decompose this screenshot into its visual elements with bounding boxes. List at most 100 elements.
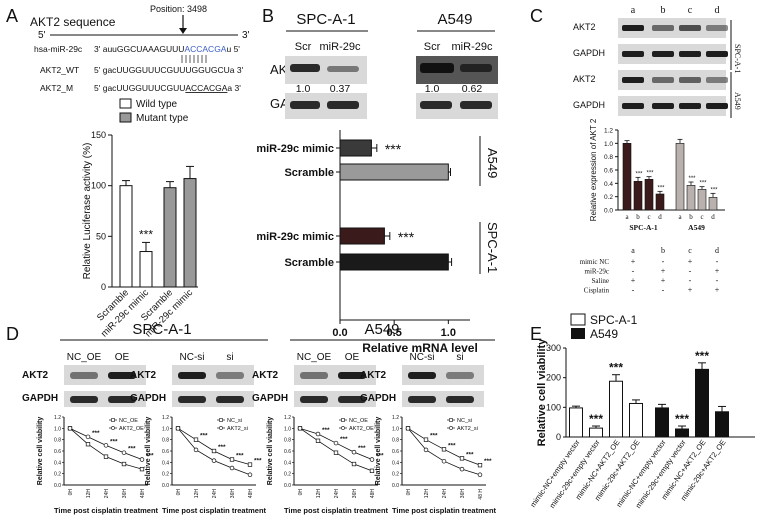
d-blot-band	[446, 372, 474, 379]
d-y-tick-label: 0.4	[284, 460, 291, 466]
c-table-cell: +	[661, 267, 666, 276]
svg-text:AKT2_M: AKT2_M	[40, 83, 73, 93]
e-bar	[589, 427, 603, 438]
c-x-tick-label: b	[689, 213, 693, 221]
d-blot-band	[178, 372, 206, 379]
d-akt2-label: AKT2	[22, 370, 49, 381]
c-significance: ***	[688, 176, 696, 182]
c-group-label: SPC-A-1	[629, 223, 658, 232]
d-legend-label: NC_OE	[349, 418, 368, 424]
c-blot-band	[652, 25, 674, 31]
c-significance: ***	[646, 171, 654, 177]
d-x-tick-label: 0H	[298, 489, 304, 496]
wt-row: AKT2_WT 5' gacUUGGUUUCGUUUGGUGCUa 3'	[40, 65, 244, 75]
d-point	[229, 457, 235, 462]
c-table-cell: +	[688, 286, 693, 295]
d-y-tick-label: 0.6	[392, 449, 399, 455]
c-bar	[644, 179, 654, 211]
c-group-label: A549	[688, 223, 705, 232]
d-x-tick-label: 24H	[104, 489, 110, 499]
d-x-tick-label: 12H	[86, 489, 92, 499]
c-blot-band	[622, 25, 644, 31]
c-table-cell: +	[661, 276, 666, 285]
svg-text:3' auuGGCUAAAGUUUACCACGAu 5': 3' auuGGCUAAAGUUUACCACGAu 5'	[94, 44, 240, 54]
d-point	[333, 450, 339, 455]
b-bar	[339, 227, 385, 245]
b-lane-mir-1: miR-29c	[320, 41, 361, 53]
d-blot-strip	[294, 365, 376, 385]
d-significance: ***	[110, 438, 118, 445]
c-table-cell: +	[688, 257, 693, 266]
svg-text:SPC-A-1: SPC-A-1	[590, 313, 638, 327]
c-blot-band	[622, 51, 644, 57]
d-y-tick-label: 0.6	[54, 449, 61, 455]
e-significance: ***	[589, 412, 603, 426]
d-lane-label: OE	[115, 352, 130, 363]
d-point	[85, 434, 91, 440]
d-significance: ***	[430, 433, 438, 440]
b-y-tick-label: miR-29c mimic	[256, 231, 334, 243]
sequence-title: AKT2 sequence	[30, 15, 116, 29]
d-y-tick-label: 1.2	[162, 415, 169, 421]
d-blot-band	[108, 396, 136, 403]
d-legend-marker	[219, 426, 223, 430]
c-lane-letter: a	[631, 5, 636, 16]
d-legend-label: NC_OE	[119, 418, 138, 424]
panel-letter-a: A	[6, 6, 18, 26]
b-x-tick-label: 0.5	[387, 327, 402, 339]
d-point	[211, 458, 217, 463]
c-table-cell: -	[662, 257, 665, 266]
c-significance: ***	[699, 181, 707, 187]
d-y-tick-label: 1.2	[392, 415, 399, 421]
b-quant-4: 0.62	[462, 83, 483, 95]
c-bar	[655, 193, 665, 211]
a-y-tick-label: 50	[96, 231, 106, 241]
d-significance: ***	[358, 445, 366, 452]
d-point	[315, 431, 321, 437]
svg-text:5' gacUUGGUUUCGUUACCACGAa 3': 5' gacUUGGUUUCGUUACCACGAa 3'	[94, 83, 241, 93]
c-blot-band	[679, 103, 701, 109]
five-prime: 5'	[38, 30, 46, 41]
c-blot-band	[706, 25, 728, 31]
d-legend-label: AKT2_si	[227, 426, 248, 432]
c-x-tick-label: d	[711, 213, 715, 221]
e-bar	[629, 402, 643, 438]
c-y-tick-label: 1.2	[604, 128, 613, 135]
d-gapdh-label: GAPDH	[360, 393, 396, 404]
d-x-tick-label: 48H	[140, 489, 146, 499]
d-point	[121, 450, 127, 455]
c-blot-label: GAPDH	[573, 100, 605, 110]
d-y-tick-label: 0.2	[284, 472, 291, 478]
d-blot-band	[300, 372, 328, 379]
c-table-cell: -	[632, 267, 635, 276]
c-blot-cell-2: A549	[733, 92, 742, 110]
c-table-cell: +	[631, 257, 636, 266]
d-point	[369, 468, 375, 473]
d-point	[315, 438, 321, 443]
c-blot-band	[679, 77, 701, 83]
e-significance: ***	[609, 361, 623, 375]
svg-text:Wild type: Wild type	[136, 99, 178, 110]
d-point	[459, 456, 465, 461]
d-blot-band	[108, 372, 136, 379]
c-blot-band	[622, 103, 644, 109]
d-gapdh-label: GAPDH	[130, 393, 166, 404]
panel-letter-e: E	[530, 324, 542, 344]
d-x-tick-label: 48H	[248, 489, 254, 499]
e-bar	[655, 407, 669, 438]
b-significance-1: ***	[385, 141, 402, 157]
d-significance: ***	[376, 453, 384, 460]
c-table-row-label: Cisplatin	[584, 287, 610, 295]
c-table-cell: -	[632, 286, 635, 295]
akt2-expression-chart: 0.0 0.2 0.4 0.6 0.8 1.0 1.2 Relative expression…	[589, 118, 725, 232]
d-akt2-label: AKT2	[130, 370, 157, 381]
b-x-tick-label: 0.0	[332, 327, 347, 339]
c-blot-cell-1: SPC-A-1	[733, 44, 742, 73]
e-y-tick-label: 0	[556, 432, 561, 442]
b-lane-scr-2: Scr	[424, 41, 441, 53]
d-y-label: Relative cell viability	[375, 417, 382, 486]
d-y-tick-label: 0.0	[392, 483, 399, 489]
b-lane-scr-1: Scr	[295, 41, 312, 53]
